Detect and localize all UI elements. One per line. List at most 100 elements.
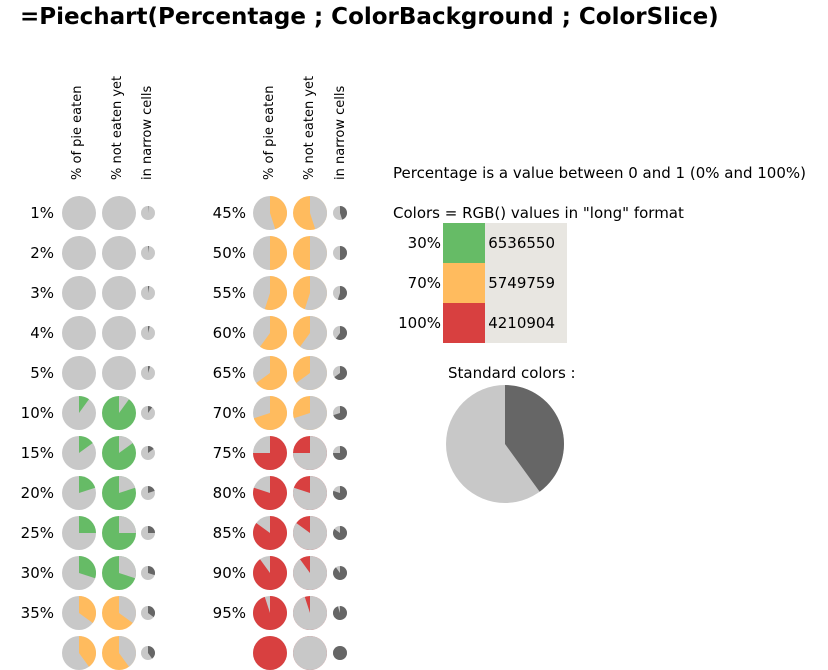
pie-not-eaten [293, 556, 327, 590]
pie-eaten [62, 196, 96, 230]
pie-not-eaten-slice [293, 636, 327, 670]
row-percentage-label: 90% [202, 564, 246, 582]
pie-eaten [253, 196, 287, 230]
pie-not-eaten [293, 236, 327, 270]
pie-narrow [333, 646, 347, 660]
pie-narrow [333, 366, 347, 380]
pie-narrow [141, 486, 155, 500]
colors-note: Colors = RGB() values in "long" format [393, 204, 684, 222]
color-table-percent: 70% [395, 274, 441, 292]
header-not-eaten-2: % not eaten yet [302, 76, 318, 180]
pie-narrow [333, 606, 347, 620]
row-percentage-label: 30% [10, 564, 54, 582]
pie-narrow [141, 566, 155, 580]
pie-narrow [333, 206, 347, 220]
pie-narrow [141, 606, 155, 620]
pie-not-eaten [102, 516, 136, 550]
pie-eaten [62, 356, 96, 390]
color-long-value: 4210904 [485, 303, 567, 343]
pie-not-eaten [102, 356, 136, 390]
pie-eaten [62, 636, 96, 670]
row-percentage-label: 2% [10, 244, 54, 262]
pie-eaten [62, 316, 96, 350]
pie-eaten [253, 396, 287, 430]
pie-narrow [333, 486, 347, 500]
row-percentage-label: 80% [202, 484, 246, 502]
pie-not-eaten [102, 396, 136, 430]
pie-eaten [253, 276, 287, 310]
pie-not-eaten [293, 196, 327, 230]
color-table-percent: 100% [395, 314, 441, 332]
pie-narrow-slice [333, 646, 347, 660]
color-swatch [443, 263, 485, 303]
row-percentage-label: 50% [202, 244, 246, 262]
pie-not-eaten [102, 476, 136, 510]
pie-eaten [253, 316, 287, 350]
pie-eaten-slice [270, 236, 287, 270]
row-percentage-label: 20% [10, 484, 54, 502]
pie-eaten [253, 476, 287, 510]
pie-narrow-slice [333, 566, 347, 580]
pie-eaten [62, 396, 96, 430]
pie-not-eaten-slice [119, 516, 136, 533]
pie-not-eaten [102, 316, 136, 350]
pie-narrow [333, 326, 347, 340]
pie-not-eaten [102, 596, 136, 630]
pie-narrow [141, 206, 155, 220]
pie-eaten [62, 276, 96, 310]
row-percentage-label: 15% [10, 444, 54, 462]
header-eaten-2: % of pie eaten [262, 76, 278, 180]
color-table-percent: 30% [395, 234, 441, 252]
pie-narrow [141, 326, 155, 340]
standard-colors-pie [446, 385, 564, 503]
pie-narrow [333, 446, 347, 460]
pie-narrow [141, 526, 155, 540]
row-percentage-label: 25% [10, 524, 54, 542]
header-not-eaten: % not eaten yet [110, 76, 126, 180]
pie-eaten [62, 476, 96, 510]
row-percentage-label: 10% [10, 404, 54, 422]
pie-narrow [333, 566, 347, 580]
color-long-value: 5749759 [485, 263, 567, 303]
pie-narrow [333, 286, 347, 300]
pie-eaten [62, 556, 96, 590]
header-narrow: in narrow cells [140, 76, 156, 180]
pie-not-eaten [102, 436, 136, 470]
row-percentage-label: 75% [202, 444, 246, 462]
pie-eaten-slice [253, 636, 287, 670]
pie-narrow [333, 526, 347, 540]
pie-not-eaten [293, 316, 327, 350]
row-percentage-label: 4% [10, 324, 54, 342]
pie-eaten [253, 596, 287, 630]
pie-not-eaten [102, 636, 136, 670]
pie-narrow [141, 406, 155, 420]
pie-eaten [253, 356, 287, 390]
row-percentage-label: 85% [202, 524, 246, 542]
pie-not-eaten [293, 636, 327, 670]
row-percentage-label: 55% [202, 284, 246, 302]
header-eaten: % of pie eaten [70, 76, 86, 180]
row-percentage-label: 70% [202, 404, 246, 422]
pie-not-eaten [293, 396, 327, 430]
pie-not-eaten [102, 196, 136, 230]
pie-narrow [141, 286, 155, 300]
pie-not-eaten [293, 436, 327, 470]
pie-eaten [62, 516, 96, 550]
row-percentage-label: 65% [202, 364, 246, 382]
pie-narrow-slice [340, 246, 347, 260]
color-swatch [443, 223, 485, 263]
pie-not-eaten-slice [310, 236, 327, 270]
pie-not-eaten [293, 356, 327, 390]
pie-eaten-slice [79, 516, 96, 533]
pie-not-eaten [102, 556, 136, 590]
page-title: =Piechart(Percentage ; ColorBackground ;… [20, 4, 719, 30]
pie-eaten [253, 636, 287, 670]
pie-eaten [253, 236, 287, 270]
pie-narrow [333, 406, 347, 420]
pie-eaten [253, 516, 287, 550]
pie-eaten [62, 596, 96, 630]
pie-narrow [141, 646, 155, 660]
row-percentage-label: 45% [202, 204, 246, 222]
pie-narrow [141, 446, 155, 460]
row-percentage-label: 3% [10, 284, 54, 302]
